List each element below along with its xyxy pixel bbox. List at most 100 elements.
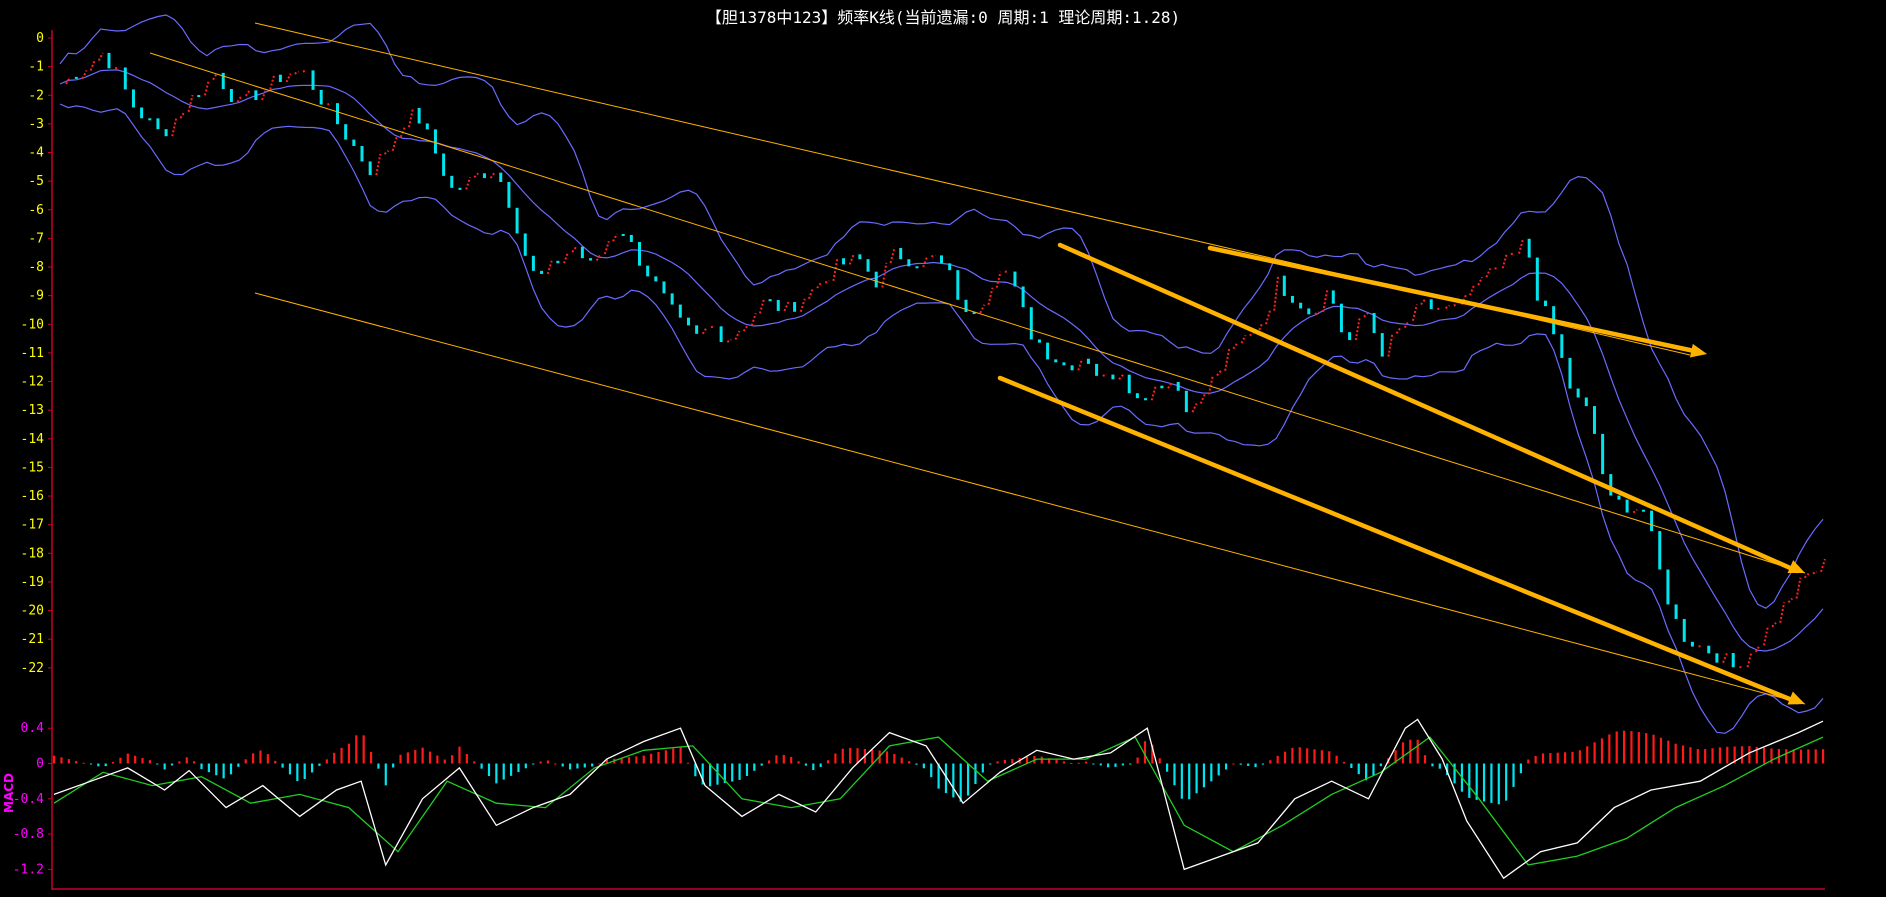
candle-down [156, 118, 160, 130]
y-tick-label: -19 [21, 575, 44, 590]
signal-line [53, 736, 1824, 866]
macd-bar [377, 763, 380, 769]
macd-bar [1453, 763, 1456, 784]
macd-bar [900, 757, 903, 764]
macd-bar [1188, 763, 1191, 800]
macd-bar [451, 755, 454, 764]
candle-down [899, 248, 903, 260]
macd-bar [981, 763, 984, 773]
macd-bar [82, 762, 85, 764]
macd-bar [185, 757, 188, 764]
candle-up [758, 298, 765, 314]
macd-bar [1689, 747, 1692, 764]
macd-bar [1328, 751, 1331, 764]
macd-bar [1512, 763, 1515, 787]
macd-bar [1232, 763, 1235, 765]
macd-bar [487, 763, 491, 777]
candle-down [948, 263, 952, 271]
candle-up [1779, 602, 1786, 623]
macd-bar [1394, 750, 1397, 764]
candle-up [1795, 577, 1802, 599]
upper-band-line [59, 14, 1824, 609]
macd-bar [908, 761, 911, 764]
candle-up [701, 326, 708, 335]
candle-down [1601, 433, 1605, 475]
macd-bar [532, 763, 535, 765]
candle-down [1584, 397, 1588, 407]
candle-up [1191, 403, 1198, 413]
macd-bar [170, 763, 174, 766]
macd-bar [156, 763, 159, 765]
macd-bar [915, 763, 918, 765]
macd-bar [274, 760, 277, 764]
candle-up [1232, 342, 1239, 350]
candle-down [458, 187, 462, 190]
middle-band-line [59, 69, 1824, 652]
candle-down [433, 129, 437, 154]
candle-down [360, 145, 364, 162]
candle-up [187, 94, 194, 113]
candle-down [278, 74, 282, 82]
y-tick-label: -12 [21, 375, 44, 390]
macd-bar [1003, 759, 1007, 764]
candle-down [1054, 359, 1058, 363]
macd-bar [620, 757, 623, 764]
lower-band-line [59, 103, 1824, 734]
candle-up [816, 282, 822, 289]
macd-bar [1313, 749, 1316, 764]
candle-down [1299, 302, 1303, 309]
macd-bar [229, 763, 233, 775]
macd-bar [325, 759, 328, 764]
macd-bar [362, 735, 365, 764]
macd-bar [318, 763, 321, 766]
macd-bar [517, 763, 520, 773]
macd-bar [465, 753, 468, 764]
macd-bar [856, 748, 859, 764]
macd-bar [399, 754, 402, 764]
candle-up [1444, 304, 1451, 310]
macd-bar [1239, 763, 1242, 765]
candle-down [556, 260, 560, 264]
macd-bar [738, 763, 741, 780]
candle-down [1086, 358, 1090, 364]
macd-bar [333, 752, 336, 764]
macd-bar [627, 757, 631, 764]
candle-down [221, 72, 225, 89]
macd-line [53, 718, 1824, 880]
macd-bar [1423, 755, 1427, 764]
macd-bar [1283, 751, 1287, 764]
macd-bar [1114, 763, 1117, 767]
macd-bar [1202, 763, 1206, 788]
macd-bar [1077, 762, 1080, 764]
macd-bar [1092, 763, 1095, 765]
candle-down [662, 281, 666, 294]
candle-up [1762, 626, 1769, 646]
macd-bar [568, 763, 572, 770]
candle-up [1453, 303, 1458, 307]
candle-up [571, 246, 578, 253]
macd-tick-label: 0.4 [21, 721, 45, 736]
candle-down [531, 255, 535, 271]
macd-bar [996, 761, 999, 764]
macd-bar [1659, 737, 1663, 764]
candle-up [1771, 622, 1777, 628]
macd-bar [1217, 763, 1220, 776]
macd-bar [480, 763, 483, 769]
macd-bar [1534, 755, 1537, 764]
macd-bar [1107, 763, 1110, 768]
macd-bar [804, 763, 808, 766]
macd-panel: 0.4 0 -0.4 -0.8 -1.2 [13, 718, 1825, 880]
macd-bar [1143, 741, 1147, 764]
candle-down [654, 276, 658, 282]
y-tick-label: -2 [28, 88, 44, 103]
macd-bar [716, 763, 719, 785]
macd-bar [244, 759, 247, 764]
macd-bar [1372, 763, 1375, 776]
macd-bar [1740, 746, 1744, 764]
macd-bar [1136, 757, 1139, 764]
candle-up [1273, 275, 1280, 311]
macd-bar [1505, 763, 1508, 801]
y-tick-label: -22 [21, 661, 44, 676]
candle-down [964, 299, 968, 313]
